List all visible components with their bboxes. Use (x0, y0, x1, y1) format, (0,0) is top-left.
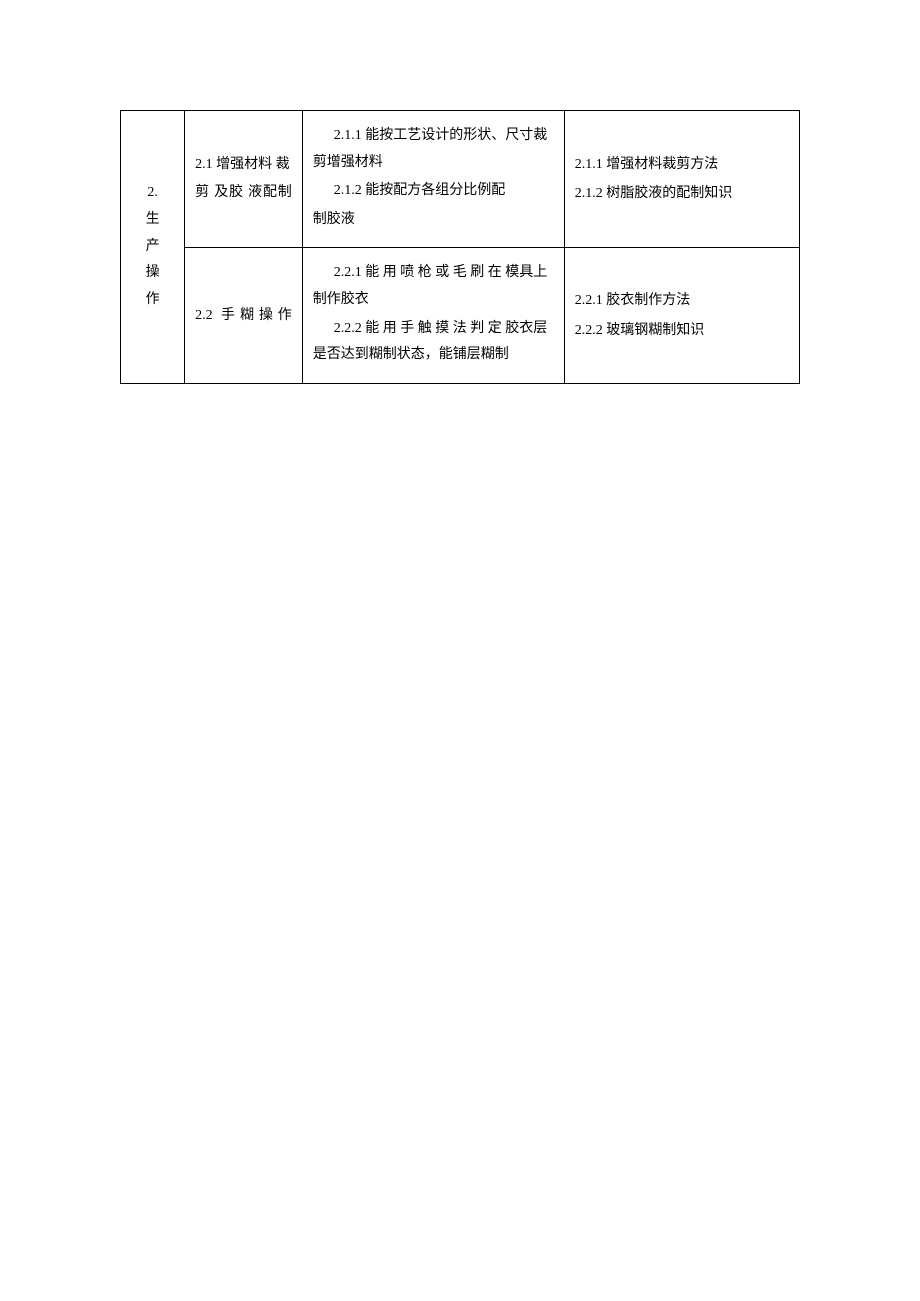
table-row: 2. 生 产 操 作 2.1 增强材料 裁 剪 及胶 液配制 2.1.1 能按工… (121, 111, 800, 248)
category-char: 作 (131, 287, 174, 314)
category-char: 产 (131, 234, 174, 261)
skill-item: 2.2.1 能 用 喷 枪 或 毛 刷 在 模具上制作胶衣 (313, 260, 554, 313)
skill-item: 制胶液 (313, 207, 554, 234)
category-number: 2. (131, 180, 174, 207)
skill-item: 2.1.1 能按工艺设计的形状、尺寸裁剪增强材料 (313, 123, 554, 176)
skills-cell: 2.1.1 能按工艺设计的形状、尺寸裁剪增强材料 2.1.2 能按配方各组分比例… (302, 111, 564, 248)
category-char: 操 (131, 260, 174, 287)
knowledge-item: 2.1.1 增强材料裁剪方法 (575, 150, 789, 179)
skill-item: 2.1.2 能按配方各组分比例配 (313, 178, 554, 205)
table-row: 2.2 手糊操作 2.2.1 能 用 喷 枪 或 毛 刷 在 模具上制作胶衣 2… (121, 248, 800, 383)
subcategory-cell: 2.2 手糊操作 (185, 248, 303, 383)
knowledge-item: 2.2.2 玻璃钢糊制知识 (575, 316, 789, 345)
subcategory-cell: 2.1 增强材料 裁 剪 及胶 液配制 (185, 111, 303, 248)
knowledge-item: 2.2.1 胶衣制作方法 (575, 286, 789, 315)
category-cell: 2. 生 产 操 作 (121, 111, 185, 384)
subcategory-text: 2.2 手糊操作 (195, 308, 292, 323)
subcategory-text: 2.1 增强材料 裁 剪 及胶 液配制 (195, 157, 292, 200)
knowledge-cell: 2.1.1 增强材料裁剪方法 2.1.2 树脂胶液的配制知识 (564, 111, 799, 248)
document-table: 2. 生 产 操 作 2.1 增强材料 裁 剪 及胶 液配制 2.1.1 能按工… (120, 110, 800, 384)
knowledge-item: 2.1.2 树脂胶液的配制知识 (575, 179, 789, 208)
skills-cell: 2.2.1 能 用 喷 枪 或 毛 刷 在 模具上制作胶衣 2.2.2 能 用 … (302, 248, 564, 383)
knowledge-cell: 2.2.1 胶衣制作方法 2.2.2 玻璃钢糊制知识 (564, 248, 799, 383)
skill-item: 2.2.2 能 用 手 触 摸 法 判 定 胶衣层是否达到糊制状态，能铺层糊制 (313, 316, 554, 369)
category-char: 生 (131, 207, 174, 234)
